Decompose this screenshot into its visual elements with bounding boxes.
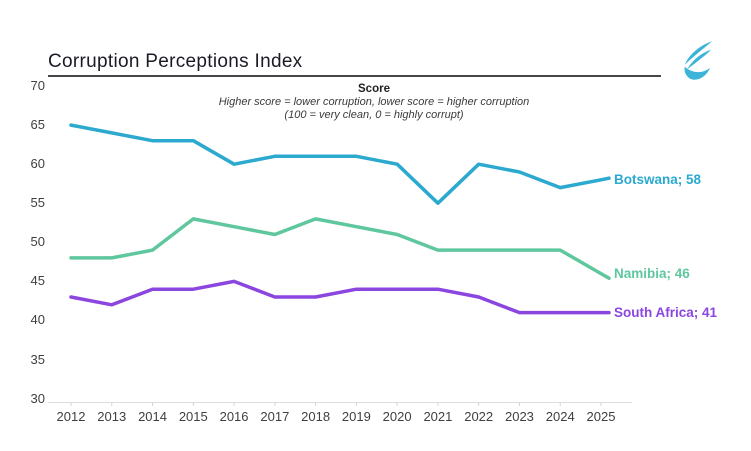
title-divider — [48, 75, 661, 77]
x-axis-year-label: 2025 — [586, 409, 616, 424]
chart-annotation: Score Higher score = lower corruption, l… — [174, 83, 574, 122]
y-axis-tick-label: 65 — [30, 117, 45, 133]
series-line-botswana — [69, 123, 611, 205]
x-axis-year-label: 2024 — [545, 409, 575, 424]
y-axis-tick-label: 45 — [30, 273, 45, 289]
x-axis-year-label: 2015 — [178, 409, 208, 424]
x-axis-year-label: 2017 — [260, 409, 290, 424]
annotation-title: Score — [358, 83, 390, 95]
series-line-south-africa — [69, 279, 611, 315]
y-axis-tick-label: 60 — [30, 156, 45, 172]
annotation-line-2: (100 = very clean, 0 = highly corrupt) — [284, 109, 464, 121]
x-axis-year-label: 2014 — [138, 409, 167, 424]
series-end-label-namibia: Namibia; 46 — [614, 265, 690, 281]
y-axis-tick-label: 55 — [30, 195, 45, 211]
y-axis-tick-label: 40 — [30, 312, 45, 328]
brand-logo-icon — [684, 41, 713, 80]
x-axis-year-label: 2012 — [56, 409, 86, 424]
series-line-namibia — [69, 217, 611, 280]
y-axis-tick-label: 35 — [30, 351, 45, 367]
y-axis-tick-label: 50 — [30, 234, 45, 250]
x-axis-year-label: 2020 — [382, 409, 412, 424]
series-end-label-botswana: Botswana; 58 — [614, 171, 702, 187]
x-axis-year-label: 2022 — [464, 409, 494, 424]
x-axis-year-label: 2019 — [341, 409, 371, 424]
y-axis-tick-label: 30 — [30, 390, 45, 406]
page-title: Corruption Perceptions Index — [48, 51, 303, 72]
x-axis-year-label: 2013 — [97, 409, 127, 424]
x-axis-year-label: 2023 — [504, 409, 534, 424]
x-axis-year-label: 2016 — [219, 409, 249, 424]
series-end-label-south-africa: South Africa; 41 — [614, 304, 718, 320]
y-axis-tick-label: 70 — [30, 78, 45, 93]
x-axis-year-label: 2021 — [423, 409, 453, 424]
x-axis-year-label: 2018 — [301, 409, 331, 424]
annotation-line-1: Higher score = lower corruption, lower s… — [218, 96, 530, 108]
